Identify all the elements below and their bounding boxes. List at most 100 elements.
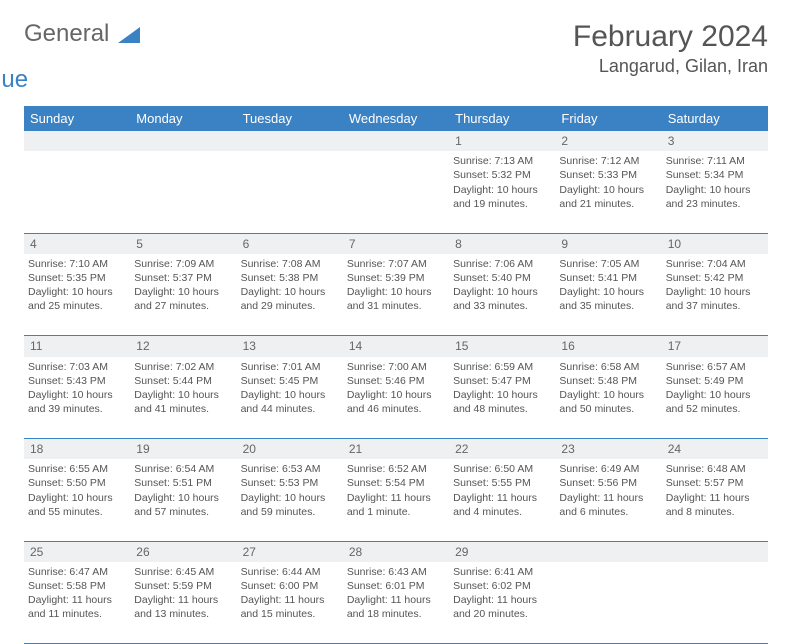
day-number: 21 [343,439,449,460]
logo: General Blue [24,20,140,94]
day-number: 26 [130,541,236,562]
day-sunset: Sunset: 5:55 PM [453,476,551,490]
day-day1: Daylight: 11 hours [347,491,445,505]
day-day1: Daylight: 11 hours [453,593,551,607]
day-cell: Sunrise: 7:02 AMSunset: 5:44 PMDaylight:… [130,357,236,439]
month-title: February 2024 [573,20,768,54]
day-day1: Daylight: 10 hours [666,285,764,299]
day-cell: Sunrise: 6:45 AMSunset: 5:59 PMDaylight:… [130,562,236,644]
day-day2: and 4 minutes. [453,505,551,519]
day-cell: Sunrise: 6:43 AMSunset: 6:01 PMDaylight:… [343,562,449,644]
weekday-header: Tuesday [237,106,343,131]
day-number: 13 [237,336,343,357]
day-sunrise: Sunrise: 6:47 AM [28,565,126,579]
day-day2: and 20 minutes. [453,607,551,621]
day-day2: and 31 minutes. [347,299,445,313]
day-number: 12 [130,336,236,357]
day-cell: Sunrise: 7:00 AMSunset: 5:46 PMDaylight:… [343,357,449,439]
day-number: 11 [24,336,130,357]
day-day2: and 29 minutes. [241,299,339,313]
day-day2: and 41 minutes. [134,402,232,416]
day-sunset: Sunset: 5:42 PM [666,271,764,285]
day-number: 28 [343,541,449,562]
week-row: Sunrise: 6:47 AMSunset: 5:58 PMDaylight:… [24,562,768,644]
day-sunrise: Sunrise: 6:53 AM [241,462,339,476]
day-sunset: Sunset: 5:45 PM [241,374,339,388]
weekday-header: Wednesday [343,106,449,131]
day-cell: Sunrise: 6:50 AMSunset: 5:55 PMDaylight:… [449,459,555,541]
day-cell: Sunrise: 6:49 AMSunset: 5:56 PMDaylight:… [555,459,661,541]
day-day1: Daylight: 10 hours [134,491,232,505]
day-day1: Daylight: 11 hours [28,593,126,607]
day-sunset: Sunset: 5:49 PM [666,374,764,388]
weekday-header: Friday [555,106,661,131]
day-day1: Daylight: 10 hours [347,285,445,299]
day-sunset: Sunset: 5:35 PM [28,271,126,285]
day-number: 9 [555,233,661,254]
day-day2: and 11 minutes. [28,607,126,621]
day-day1: Daylight: 11 hours [666,491,764,505]
day-number: 29 [449,541,555,562]
day-day2: and 37 minutes. [666,299,764,313]
day-sunset: Sunset: 6:00 PM [241,579,339,593]
weekday-header: Monday [130,106,236,131]
day-sunset: Sunset: 5:46 PM [347,374,445,388]
day-sunrise: Sunrise: 7:01 AM [241,360,339,374]
day-sunrise: Sunrise: 7:04 AM [666,257,764,271]
day-sunset: Sunset: 5:38 PM [241,271,339,285]
title-block: February 2024 Langarud, Gilan, Iran [573,20,768,77]
day-sunset: Sunset: 5:59 PM [134,579,232,593]
day-day2: and 25 minutes. [28,299,126,313]
day-sunrise: Sunrise: 7:13 AM [453,154,551,168]
daynum-row: 45678910 [24,233,768,254]
day-day2: and 21 minutes. [559,197,657,211]
day-sunrise: Sunrise: 7:12 AM [559,154,657,168]
day-sunset: Sunset: 6:01 PM [347,579,445,593]
day-sunset: Sunset: 5:40 PM [453,271,551,285]
day-day1: Daylight: 10 hours [241,285,339,299]
day-day1: Daylight: 10 hours [453,285,551,299]
day-day2: and 35 minutes. [559,299,657,313]
day-sunrise: Sunrise: 6:44 AM [241,565,339,579]
day-cell: Sunrise: 7:03 AMSunset: 5:43 PMDaylight:… [24,357,130,439]
day-number: 27 [237,541,343,562]
day-cell: Sunrise: 6:53 AMSunset: 5:53 PMDaylight:… [237,459,343,541]
day-day1: Daylight: 10 hours [347,388,445,402]
day-number: 7 [343,233,449,254]
day-number: 14 [343,336,449,357]
day-sunrise: Sunrise: 6:48 AM [666,462,764,476]
daynum-row: 123 [24,131,768,151]
day-day1: Daylight: 10 hours [666,183,764,197]
day-cell: Sunrise: 6:41 AMSunset: 6:02 PMDaylight:… [449,562,555,644]
day-number: 15 [449,336,555,357]
day-number: 22 [449,439,555,460]
day-sunrise: Sunrise: 7:00 AM [347,360,445,374]
day-number: 25 [24,541,130,562]
day-cell: Sunrise: 6:47 AMSunset: 5:58 PMDaylight:… [24,562,130,644]
day-day2: and 39 minutes. [28,402,126,416]
day-sunrise: Sunrise: 6:52 AM [347,462,445,476]
day-day1: Daylight: 10 hours [559,285,657,299]
day-number: 6 [237,233,343,254]
day-day1: Daylight: 11 hours [241,593,339,607]
day-number: 24 [662,439,768,460]
day-day2: and 48 minutes. [453,402,551,416]
day-sunset: Sunset: 5:53 PM [241,476,339,490]
weekday-header: Sunday [24,106,130,131]
day-day1: Daylight: 11 hours [347,593,445,607]
calendar-head: SundayMondayTuesdayWednesdayThursdayFrid… [24,106,768,131]
day-number: 5 [130,233,236,254]
day-cell: Sunrise: 7:11 AMSunset: 5:34 PMDaylight:… [662,151,768,233]
day-day1: Daylight: 10 hours [559,388,657,402]
day-day2: and 27 minutes. [134,299,232,313]
day-cell [662,562,768,644]
header: General Blue February 2024 Langarud, Gil… [24,20,768,94]
day-day1: Daylight: 10 hours [241,388,339,402]
day-cell: Sunrise: 7:06 AMSunset: 5:40 PMDaylight:… [449,254,555,336]
day-number [343,131,449,151]
day-sunset: Sunset: 5:47 PM [453,374,551,388]
day-cell [555,562,661,644]
calendar-table: SundayMondayTuesdayWednesdayThursdayFrid… [24,106,768,644]
weekday-header: Thursday [449,106,555,131]
day-sunset: Sunset: 5:39 PM [347,271,445,285]
